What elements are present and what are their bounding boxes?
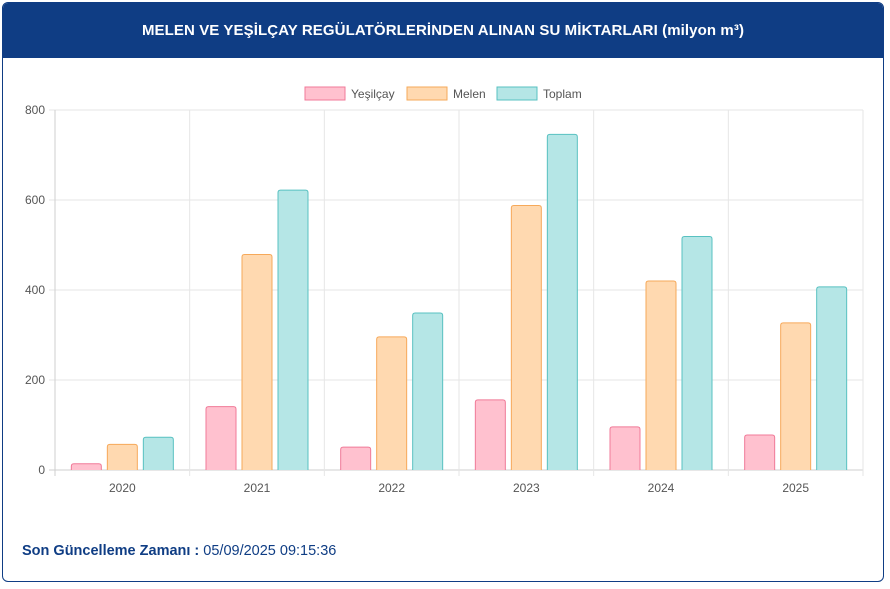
bar-toplam-2024: [681, 236, 713, 470]
bar-toplam-2022: [412, 312, 444, 470]
x-tick-label: 2021: [244, 481, 271, 495]
chart-card: MELEN VE YEŞİLÇAY REGÜLATÖRLERİNDEN ALIN…: [2, 2, 884, 582]
bar-melen-2024: [645, 280, 677, 470]
bar-toplam-2020: [142, 436, 174, 470]
chart-title: MELEN VE YEŞİLÇAY REGÜLATÖRLERİNDEN ALIN…: [141, 22, 745, 39]
last-update-label: Son Güncelleme Zamanı :: [22, 543, 200, 559]
x-tick-label: 2025: [782, 481, 809, 495]
x-tick-label: 2022: [378, 481, 405, 495]
last-update-value: 05/09/2025 09:15:36: [203, 543, 337, 559]
y-tick-label: 200: [25, 373, 45, 387]
bar-yeilay-2025: [744, 434, 776, 470]
y-tick-label: 800: [25, 103, 45, 117]
y-tick-label: 400: [25, 283, 45, 297]
legend-label: Melen: [453, 87, 486, 101]
legend-swatch-yeilay: [304, 86, 346, 101]
x-tick-label: 2023: [513, 481, 540, 495]
last-update: Son Güncelleme Zamanı : 05/09/2025 09:15…: [22, 543, 336, 559]
legend-swatch-toplam: [496, 86, 538, 101]
legend-label: Yeşilçay: [351, 87, 395, 101]
x-tick-label: 2020: [109, 481, 136, 495]
bar-toplam-2021: [277, 189, 309, 470]
bar-melen-2023: [510, 204, 542, 470]
bar-yeilay-2021: [205, 406, 237, 470]
chart-header: MELEN VE YEŞİLÇAY REGÜLATÖRLERİNDEN ALIN…: [3, 3, 883, 58]
legend-swatch-melen: [406, 86, 448, 101]
bar-melen-2021: [241, 254, 273, 470]
bar-toplam-2023: [546, 133, 578, 470]
bar-yeilay-2022: [340, 446, 372, 470]
bar-melen-2025: [780, 322, 812, 470]
bar-yeilay-2020: [70, 463, 102, 470]
y-tick-label: 600: [25, 193, 45, 207]
bar-yeilay-2024: [609, 426, 641, 470]
bar-yeilay-2023: [474, 399, 506, 470]
bar-melen-2022: [376, 336, 408, 470]
legend-label: Toplam: [543, 87, 582, 101]
x-tick-label: 2024: [648, 481, 675, 495]
y-tick-label: 0: [38, 463, 45, 477]
bar-toplam-2025: [816, 286, 848, 470]
bar-chart: 0 200 400 600 800 2020 2021 2022 2023 2024 2025 Yeş…: [25, 86, 864, 495]
bar-melen-2020: [106, 443, 138, 470]
